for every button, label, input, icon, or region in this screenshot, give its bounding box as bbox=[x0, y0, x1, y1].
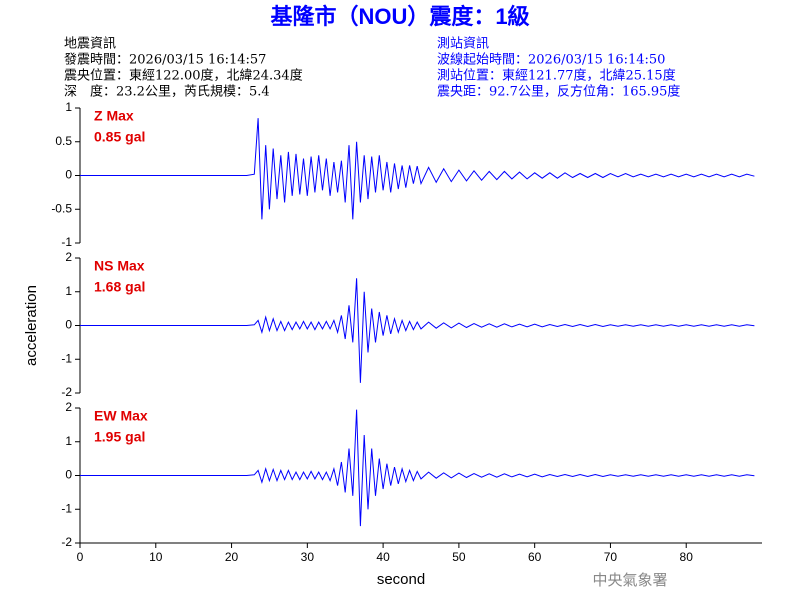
waveform bbox=[80, 409, 755, 527]
y-tick-label: 1 bbox=[65, 100, 72, 114]
y-tick-label: -2 bbox=[61, 385, 72, 399]
y-axis-label: acceleration bbox=[23, 285, 40, 366]
annotation: Z Max bbox=[94, 108, 134, 124]
y-tick-label: 2 bbox=[65, 400, 72, 414]
y-tick-label: 0 bbox=[65, 168, 72, 182]
y-tick-label: 0.5 bbox=[55, 134, 72, 148]
header-line: 深 度：23.2公里，芮氏規模：5.4 bbox=[64, 84, 270, 100]
x-tick-label: 40 bbox=[376, 550, 390, 564]
footer: 中央氣象署 bbox=[592, 571, 667, 589]
annotation: 1.95 gal bbox=[94, 429, 145, 445]
x-tick-label: 70 bbox=[604, 550, 618, 564]
annotation: NS Max bbox=[94, 258, 145, 274]
y-tick-label: 2 bbox=[65, 250, 72, 264]
x-tick-label: 60 bbox=[528, 550, 542, 564]
annotation: EW Max bbox=[94, 408, 148, 424]
y-tick-label: -2 bbox=[61, 535, 72, 549]
x-tick-label: 0 bbox=[77, 550, 84, 564]
y-tick-label: -1 bbox=[61, 351, 72, 365]
y-tick-label: 0 bbox=[65, 468, 72, 482]
x-tick-label: 80 bbox=[680, 550, 694, 564]
header-line: 地震資訊 bbox=[64, 37, 116, 52]
y-tick-label: 1 bbox=[65, 284, 72, 298]
header-line: 震央位置：東經122.00度，北緯24.34度 bbox=[64, 68, 303, 84]
x-tick-label: 30 bbox=[301, 550, 315, 564]
y-tick-label: -1 bbox=[61, 501, 72, 515]
waveform bbox=[80, 278, 755, 383]
header-line: 測站位置：東經121.77度，北緯25.15度 bbox=[437, 68, 676, 84]
annotation: 1.68 gal bbox=[94, 279, 145, 295]
y-tick-label: -0.5 bbox=[51, 201, 72, 215]
header-line: 震央距：92.7公里，反方位角：165.95度 bbox=[437, 84, 680, 100]
x-tick-label: 20 bbox=[225, 550, 239, 564]
annotation: 0.85 gal bbox=[94, 129, 145, 145]
y-tick-label: -1 bbox=[61, 235, 72, 249]
y-tick-label: 1 bbox=[65, 434, 72, 448]
x-axis-label: second bbox=[377, 571, 425, 588]
y-tick-label: 0 bbox=[65, 318, 72, 332]
waveform bbox=[80, 118, 755, 220]
header-line: 發震時間：2026/03/15 16:14:57 bbox=[64, 53, 266, 68]
chart-title: 基隆市（NOU）震度：1級 bbox=[270, 4, 529, 29]
x-tick-label: 10 bbox=[149, 550, 163, 564]
header-line: 波線起始時間：2026/03/15 16:14:50 bbox=[437, 52, 665, 68]
header-line: 測站資訊 bbox=[437, 37, 489, 52]
x-tick-label: 50 bbox=[452, 550, 466, 564]
